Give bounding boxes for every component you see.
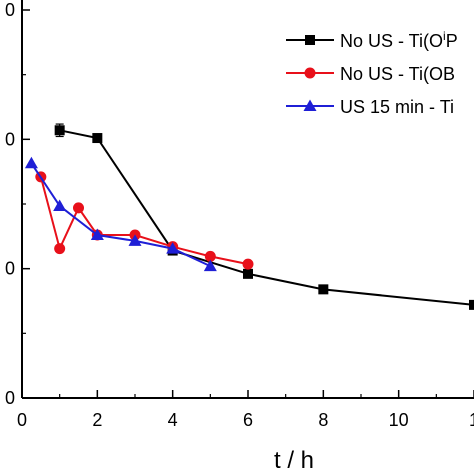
data-point: [54, 243, 66, 255]
x-tick-label: 1: [469, 410, 474, 430]
legend-entry: No US - Ti(OB: [286, 64, 455, 84]
data-point: [204, 250, 216, 262]
data-point: [90, 228, 104, 241]
y-tick-label: 0: [5, 0, 15, 20]
series-layer: [24, 123, 474, 310]
legend-label: No US - Ti(OiP: [340, 29, 458, 51]
y-tick-label: 0: [5, 388, 15, 408]
data-point: [203, 259, 217, 272]
x-tick-label: 8: [318, 410, 328, 430]
data-point: [24, 156, 38, 169]
axes: 024681010000: [5, 0, 474, 430]
x-tick-label: 10: [389, 410, 409, 430]
legend-marker: [303, 99, 317, 111]
series-2: [35, 171, 254, 270]
x-tick-label: 4: [168, 410, 178, 430]
legend-marker: [305, 35, 315, 45]
series-line: [39, 176, 249, 266]
legend-marker: [304, 67, 316, 79]
data-point: [242, 258, 254, 270]
series-3: [24, 156, 217, 272]
data-point: [54, 125, 65, 136]
x-tick-label: 2: [92, 410, 102, 430]
data-point: [128, 234, 142, 246]
x-axis-title: t / h: [274, 447, 314, 474]
data-point: [73, 202, 84, 214]
y-tick-label: 0: [5, 129, 15, 149]
data-point: [166, 242, 180, 254]
legend-entry: US 15 min - Ti: [286, 97, 454, 117]
legend-label: No US - Ti(OB: [340, 64, 455, 84]
data-point: [92, 133, 103, 144]
legend: No US - Ti(OiP No US - Ti(OB US 15 min - T…: [286, 29, 458, 117]
legend-label: US 15 min - Ti: [340, 97, 454, 117]
x-tick-label: 0: [17, 410, 27, 430]
legend-entry: No US - Ti(OiP: [286, 29, 458, 51]
y-tick-label: 0: [5, 259, 15, 279]
series-1: [54, 123, 474, 310]
data-point: [53, 199, 67, 211]
data-point: [318, 284, 329, 295]
x-tick-label: 6: [243, 410, 253, 430]
data-point: [469, 299, 474, 310]
series-line: [59, 129, 474, 306]
series-line: [30, 162, 211, 268]
data-point: [243, 268, 253, 279]
